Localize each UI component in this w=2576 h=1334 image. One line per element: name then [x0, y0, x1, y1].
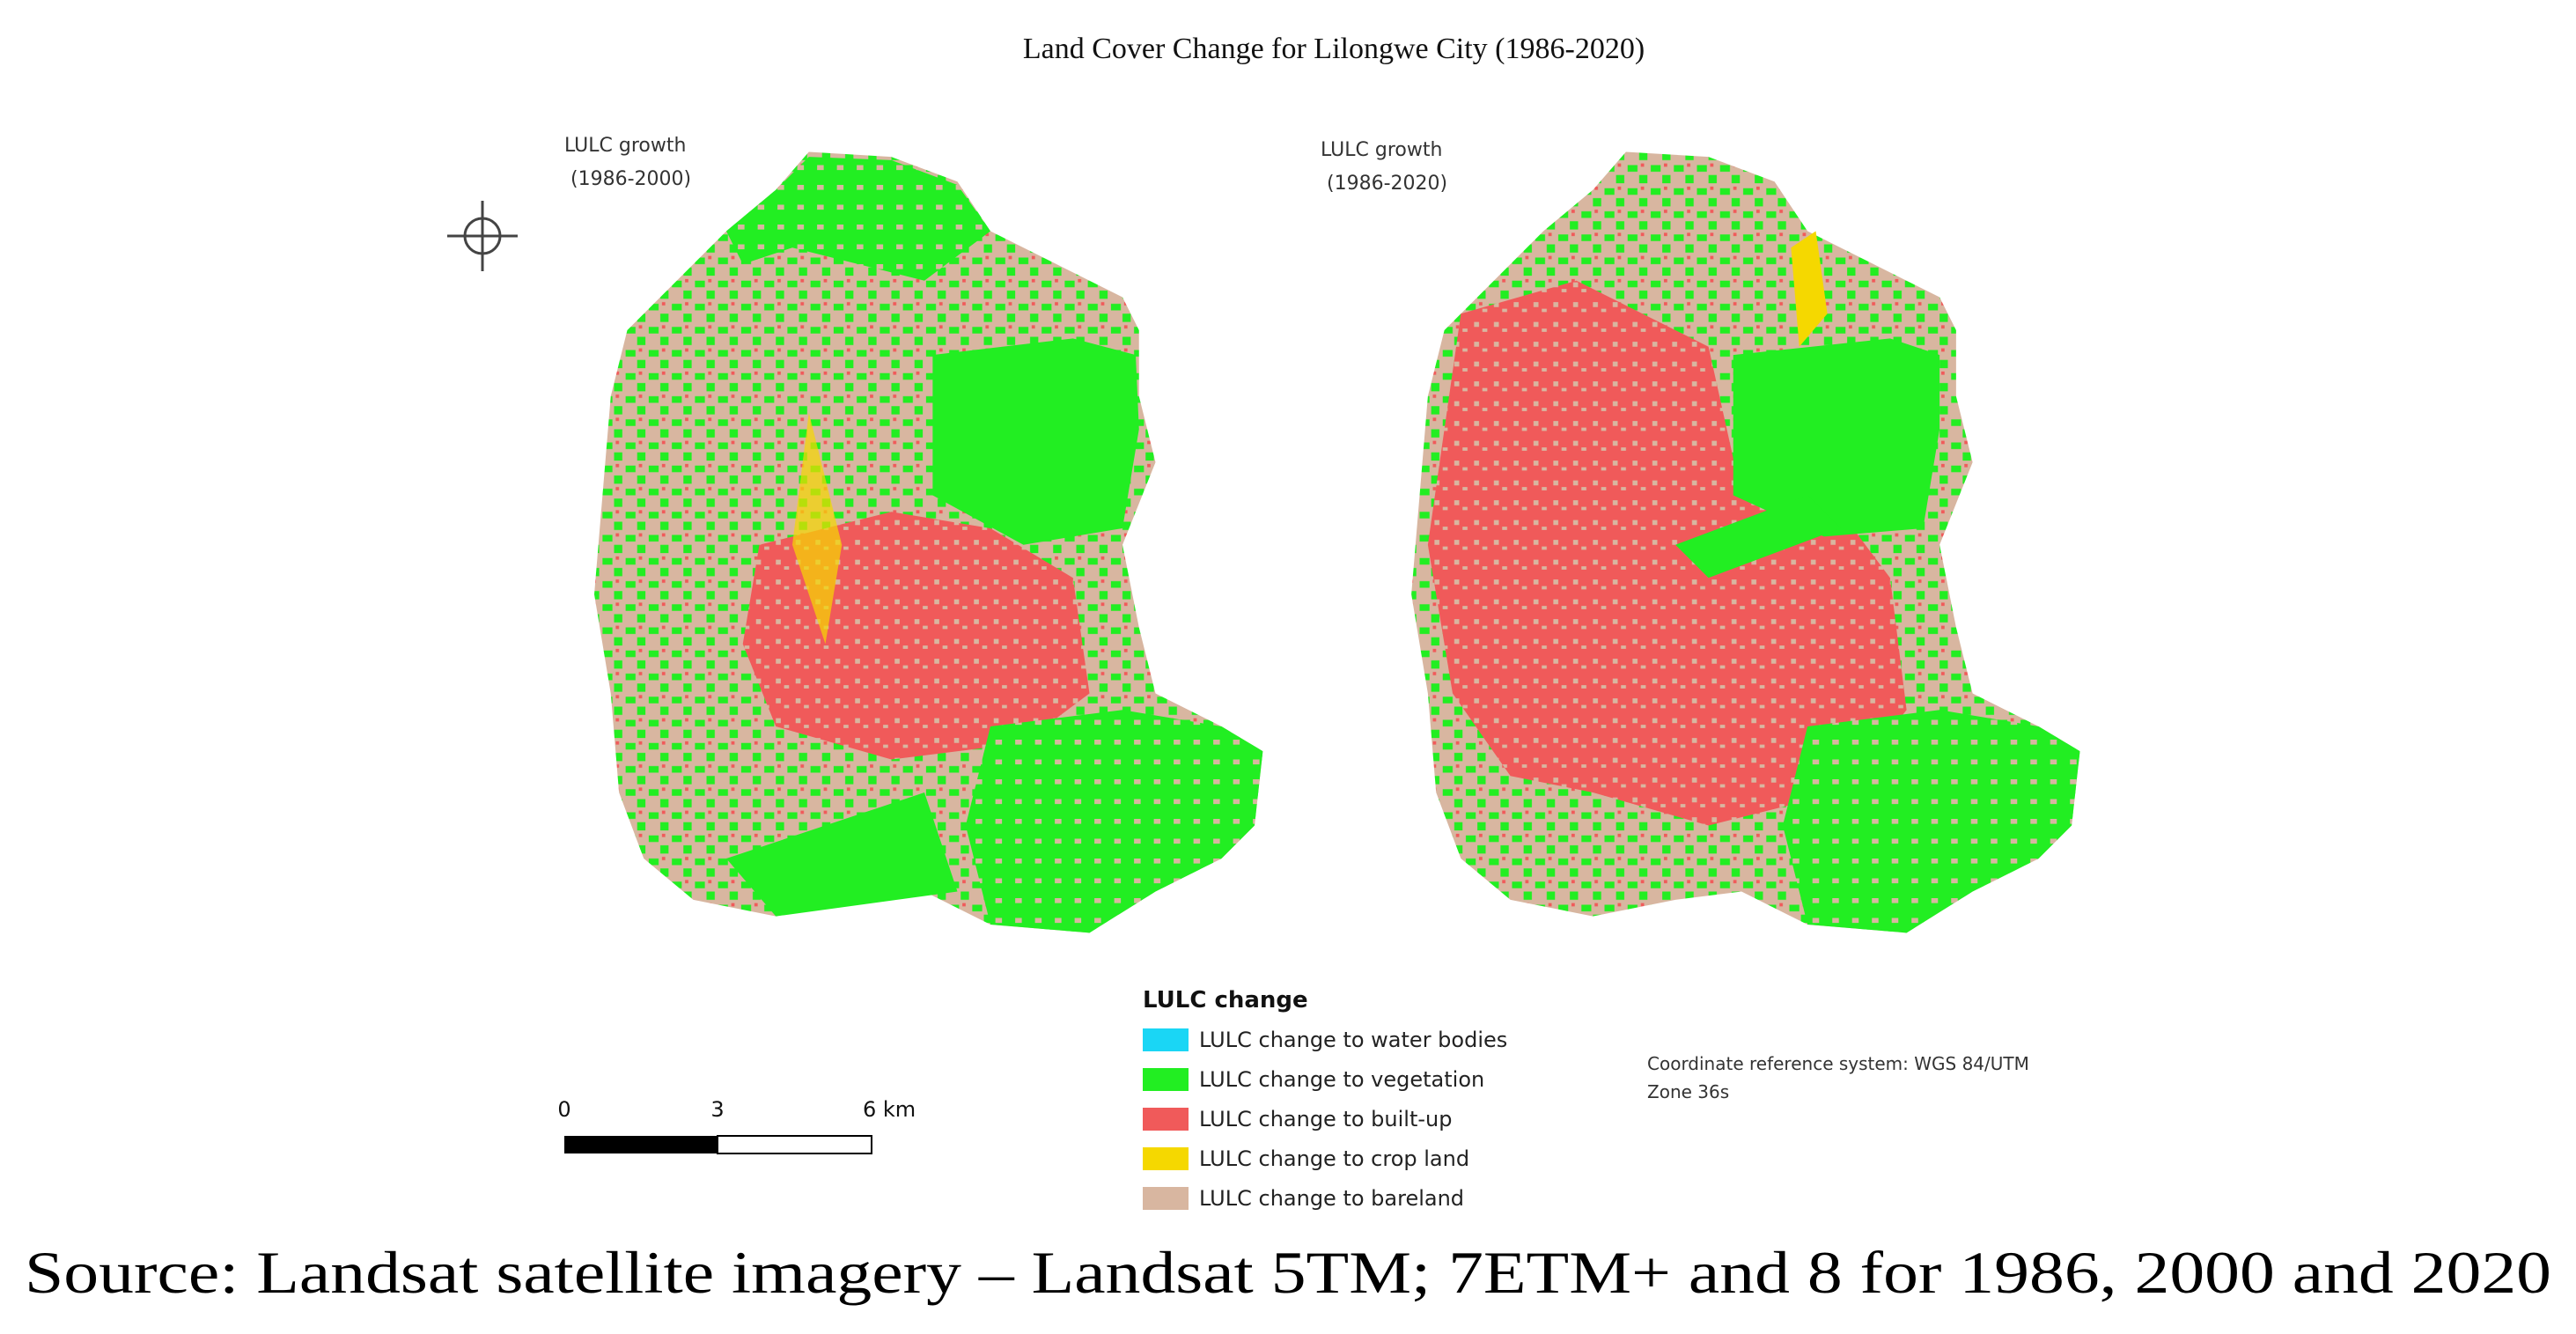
- scale-label: 3: [710, 1097, 724, 1122]
- legend-swatch: [1143, 1028, 1189, 1051]
- map-label: LULC growth: [564, 135, 686, 157]
- legend: LULC change LULC change to water bodies L…: [1143, 987, 1507, 1211]
- legend-title: LULC change: [1143, 987, 1308, 1013]
- crs-text: Zone 36s: [1647, 1081, 1729, 1102]
- map-1986-2020: [1411, 151, 2080, 933]
- crs-text: Coordinate reference system: WGS 84/UTM: [1647, 1053, 2029, 1074]
- scale-segment: [564, 1136, 718, 1153]
- legend-label: LULC change to bareland: [1199, 1186, 1464, 1211]
- map-title: Land Cover Change for Lilongwe City (198…: [1023, 33, 1645, 65]
- scale-label: 6 km: [863, 1097, 916, 1122]
- map-label: (1986-2020): [1327, 173, 1447, 195]
- scale-label: 0: [557, 1097, 570, 1122]
- map-1986-2000: [594, 151, 1263, 933]
- legend-swatch: [1143, 1187, 1189, 1210]
- legend-swatch: [1143, 1068, 1189, 1091]
- legend-label: LULC change to water bodies: [1199, 1028, 1507, 1052]
- map-label: (1986-2000): [570, 168, 691, 190]
- scale-segment: [717, 1135, 872, 1154]
- north-arrow: [447, 201, 518, 271]
- caption: Source: Landsat satellite imagery – Land…: [25, 1239, 2551, 1306]
- legend-swatch: [1143, 1147, 1189, 1170]
- scale-bar: 0 3 6 km: [557, 1097, 916, 1154]
- legend-label: LULC change to crop land: [1199, 1146, 1469, 1171]
- legend-label: LULC change to built-up: [1199, 1107, 1452, 1131]
- legend-label: LULC change to vegetation: [1199, 1067, 1484, 1092]
- map-label: LULC growth: [1321, 139, 1442, 161]
- legend-swatch: [1143, 1108, 1189, 1131]
